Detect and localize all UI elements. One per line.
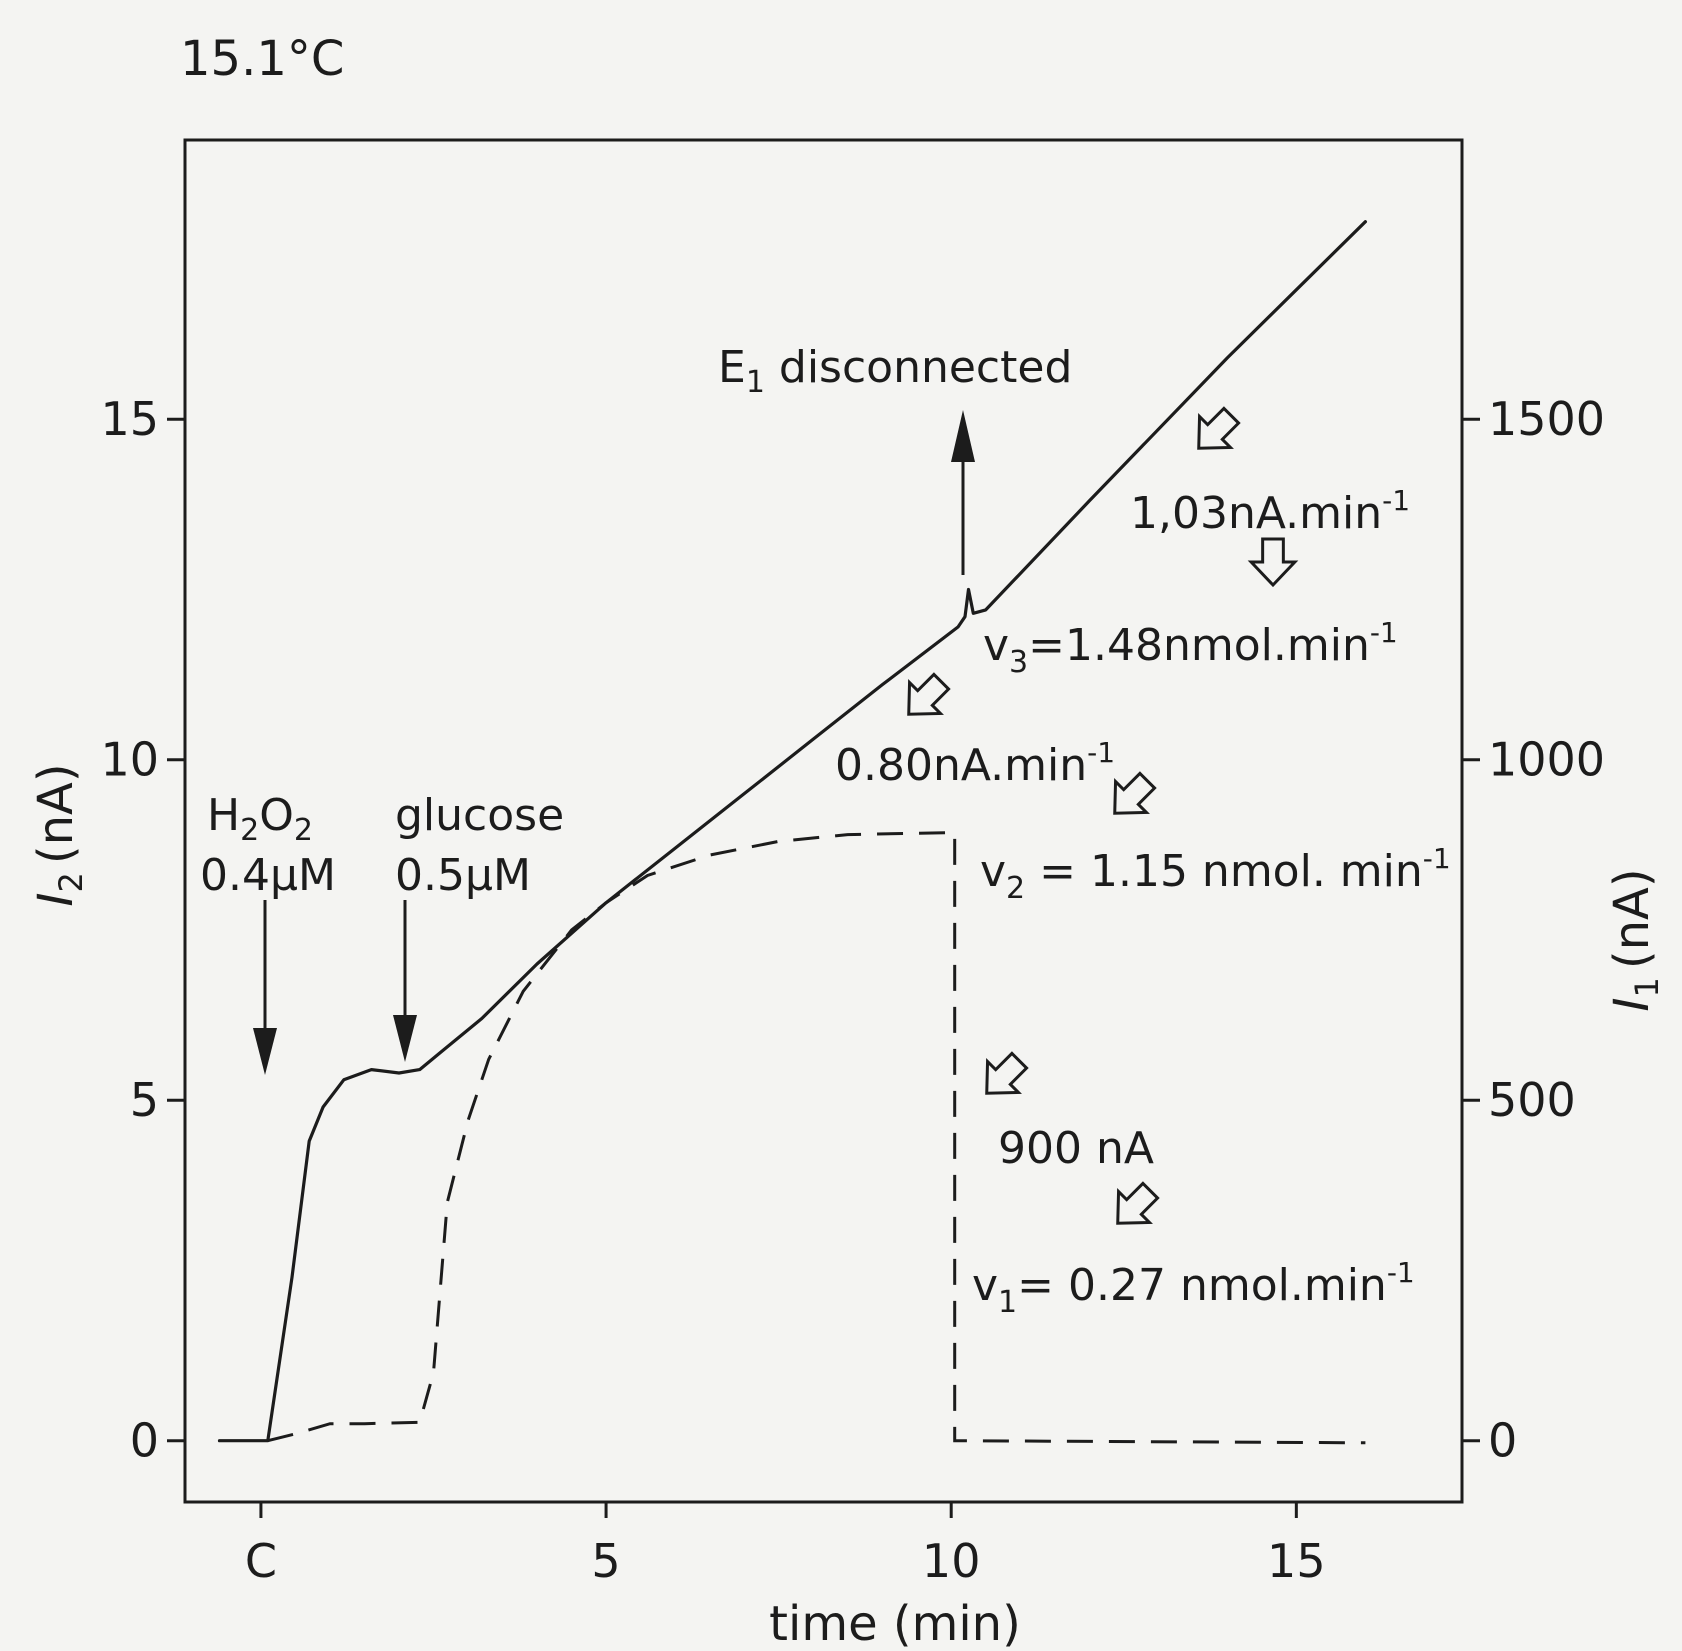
e1-disconnected-arrow: [951, 410, 975, 575]
flow-arrow-icon: [985, 1051, 1029, 1095]
slope-label-1: 0.80nA.min-1: [835, 736, 1115, 791]
left-y-axis-title: I2(nA): [28, 763, 90, 906]
series-layer: [217, 140, 1464, 1502]
right-y-axis-ticks: 0 500 1000 1500: [1462, 392, 1605, 1468]
glucose-label: glucose: [395, 790, 564, 841]
x-tick-label: 15: [1267, 1534, 1326, 1588]
e1-disconnected-label: E1 disconnected: [718, 342, 1072, 400]
right-y-axis-title: I1(nA): [1604, 868, 1666, 1011]
x-axis-title: time (min): [769, 1596, 1021, 1651]
flow-arrow-down-icon: [1247, 537, 1299, 588]
x-axis-ticks: C 5 10 15: [245, 1502, 1326, 1588]
flow-arrow-icon: [907, 672, 951, 716]
left-y-tick-label: 10: [100, 733, 159, 787]
x-tick-label: C: [245, 1534, 277, 1588]
v1-rate-label: v1= 0.27 nmol.min-1: [972, 1256, 1415, 1320]
plateau-label: 900 nA: [998, 1123, 1154, 1174]
glucose-addition-arrow: [393, 900, 417, 1062]
x-tick-label: 10: [922, 1534, 981, 1588]
flow-arrow-icon: [1197, 406, 1241, 450]
v2-rate-label: v2 = 1.15 nmol. min-1: [980, 842, 1451, 906]
flow-arrow-icon: [1113, 771, 1157, 815]
right-y-tick-label: 0: [1488, 1414, 1517, 1468]
temperature-label: 15.1°C: [180, 31, 344, 87]
right-y-tick-label: 500: [1488, 1073, 1576, 1127]
glucose-concentration: 0.5μM: [395, 850, 531, 901]
h2o2-label: H2O2: [207, 790, 313, 848]
left-y-axis-ticks: 0 5 10 15: [100, 392, 185, 1468]
i1-dashed-series-line: [267, 831, 1366, 1445]
left-y-tick-label: 15: [100, 392, 159, 446]
right-y-tick-label: 1500: [1488, 392, 1605, 446]
slope-label-2: 1,03nA.min-1: [1130, 484, 1410, 539]
x-tick-label: 5: [591, 1534, 620, 1588]
h2o2-addition-arrow: [253, 900, 277, 1075]
h2o2-concentration: 0.4μM: [200, 850, 336, 901]
v3-rate-label: v3=1.48nmol.min-1: [983, 616, 1398, 680]
flow-arrow-icon: [1116, 1181, 1160, 1225]
left-y-tick-label: 5: [130, 1073, 159, 1127]
left-y-tick-label: 0: [130, 1414, 159, 1468]
i2-solid-series-line: [217, 220, 1367, 1443]
right-y-tick-label: 1000: [1488, 733, 1605, 787]
